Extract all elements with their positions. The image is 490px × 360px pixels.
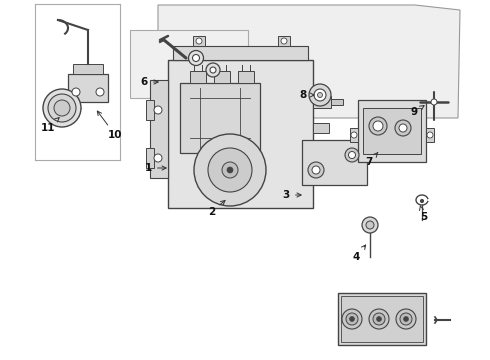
Circle shape	[48, 94, 76, 122]
Circle shape	[349, 316, 354, 321]
Circle shape	[43, 89, 81, 127]
Bar	[173, 46, 308, 60]
Circle shape	[154, 106, 162, 114]
Circle shape	[366, 221, 374, 229]
Circle shape	[420, 199, 423, 202]
Circle shape	[210, 67, 216, 73]
Circle shape	[309, 84, 331, 106]
Bar	[278, 36, 290, 46]
Circle shape	[54, 100, 70, 116]
Circle shape	[431, 99, 437, 105]
Circle shape	[208, 148, 252, 192]
Text: 5: 5	[419, 206, 427, 222]
Circle shape	[193, 54, 199, 62]
Text: 1: 1	[145, 163, 166, 173]
Circle shape	[318, 93, 322, 98]
Text: 9: 9	[411, 105, 424, 117]
Bar	[130, 30, 248, 98]
Text: 6: 6	[141, 77, 158, 87]
Circle shape	[281, 38, 287, 44]
Circle shape	[400, 313, 412, 325]
Circle shape	[399, 124, 407, 132]
Bar	[313, 123, 329, 133]
Bar	[341, 296, 423, 342]
Circle shape	[348, 152, 356, 158]
Circle shape	[346, 313, 358, 325]
Bar	[358, 100, 426, 162]
Bar	[180, 83, 260, 153]
Circle shape	[342, 309, 362, 329]
Circle shape	[312, 166, 320, 174]
Circle shape	[351, 132, 357, 138]
Bar	[168, 60, 313, 208]
Text: 2: 2	[208, 201, 225, 217]
Text: 4: 4	[353, 245, 366, 262]
Text: 7: 7	[366, 153, 378, 167]
Polygon shape	[158, 5, 460, 118]
Circle shape	[396, 309, 416, 329]
Circle shape	[427, 132, 433, 138]
Bar	[338, 293, 426, 345]
Circle shape	[345, 148, 359, 162]
Circle shape	[189, 50, 203, 66]
Bar	[73, 64, 103, 74]
Bar	[363, 108, 421, 154]
Bar	[331, 99, 343, 105]
Bar	[193, 36, 205, 46]
Circle shape	[369, 117, 387, 135]
Circle shape	[227, 167, 233, 173]
Bar	[68, 74, 108, 102]
Polygon shape	[150, 80, 168, 178]
Bar	[350, 128, 358, 142]
Circle shape	[96, 88, 104, 96]
Bar	[238, 71, 254, 83]
Circle shape	[362, 217, 378, 233]
Circle shape	[403, 316, 409, 321]
Bar	[146, 148, 154, 168]
Text: 11: 11	[41, 118, 59, 133]
Circle shape	[196, 38, 202, 44]
Bar	[426, 128, 434, 142]
Circle shape	[373, 121, 383, 131]
Circle shape	[72, 88, 80, 96]
Text: 10: 10	[98, 111, 122, 140]
Circle shape	[308, 162, 324, 178]
Text: 8: 8	[300, 90, 314, 100]
Circle shape	[369, 309, 389, 329]
Circle shape	[206, 63, 220, 77]
Circle shape	[154, 154, 162, 162]
Circle shape	[314, 89, 326, 101]
Circle shape	[373, 313, 385, 325]
Circle shape	[395, 120, 411, 136]
Bar	[190, 71, 206, 83]
Bar	[302, 140, 367, 185]
Bar	[146, 100, 154, 120]
Bar	[313, 96, 331, 108]
Circle shape	[376, 316, 382, 321]
Bar	[214, 71, 230, 83]
Circle shape	[194, 134, 266, 206]
Circle shape	[222, 162, 238, 178]
Text: 3: 3	[283, 190, 301, 200]
